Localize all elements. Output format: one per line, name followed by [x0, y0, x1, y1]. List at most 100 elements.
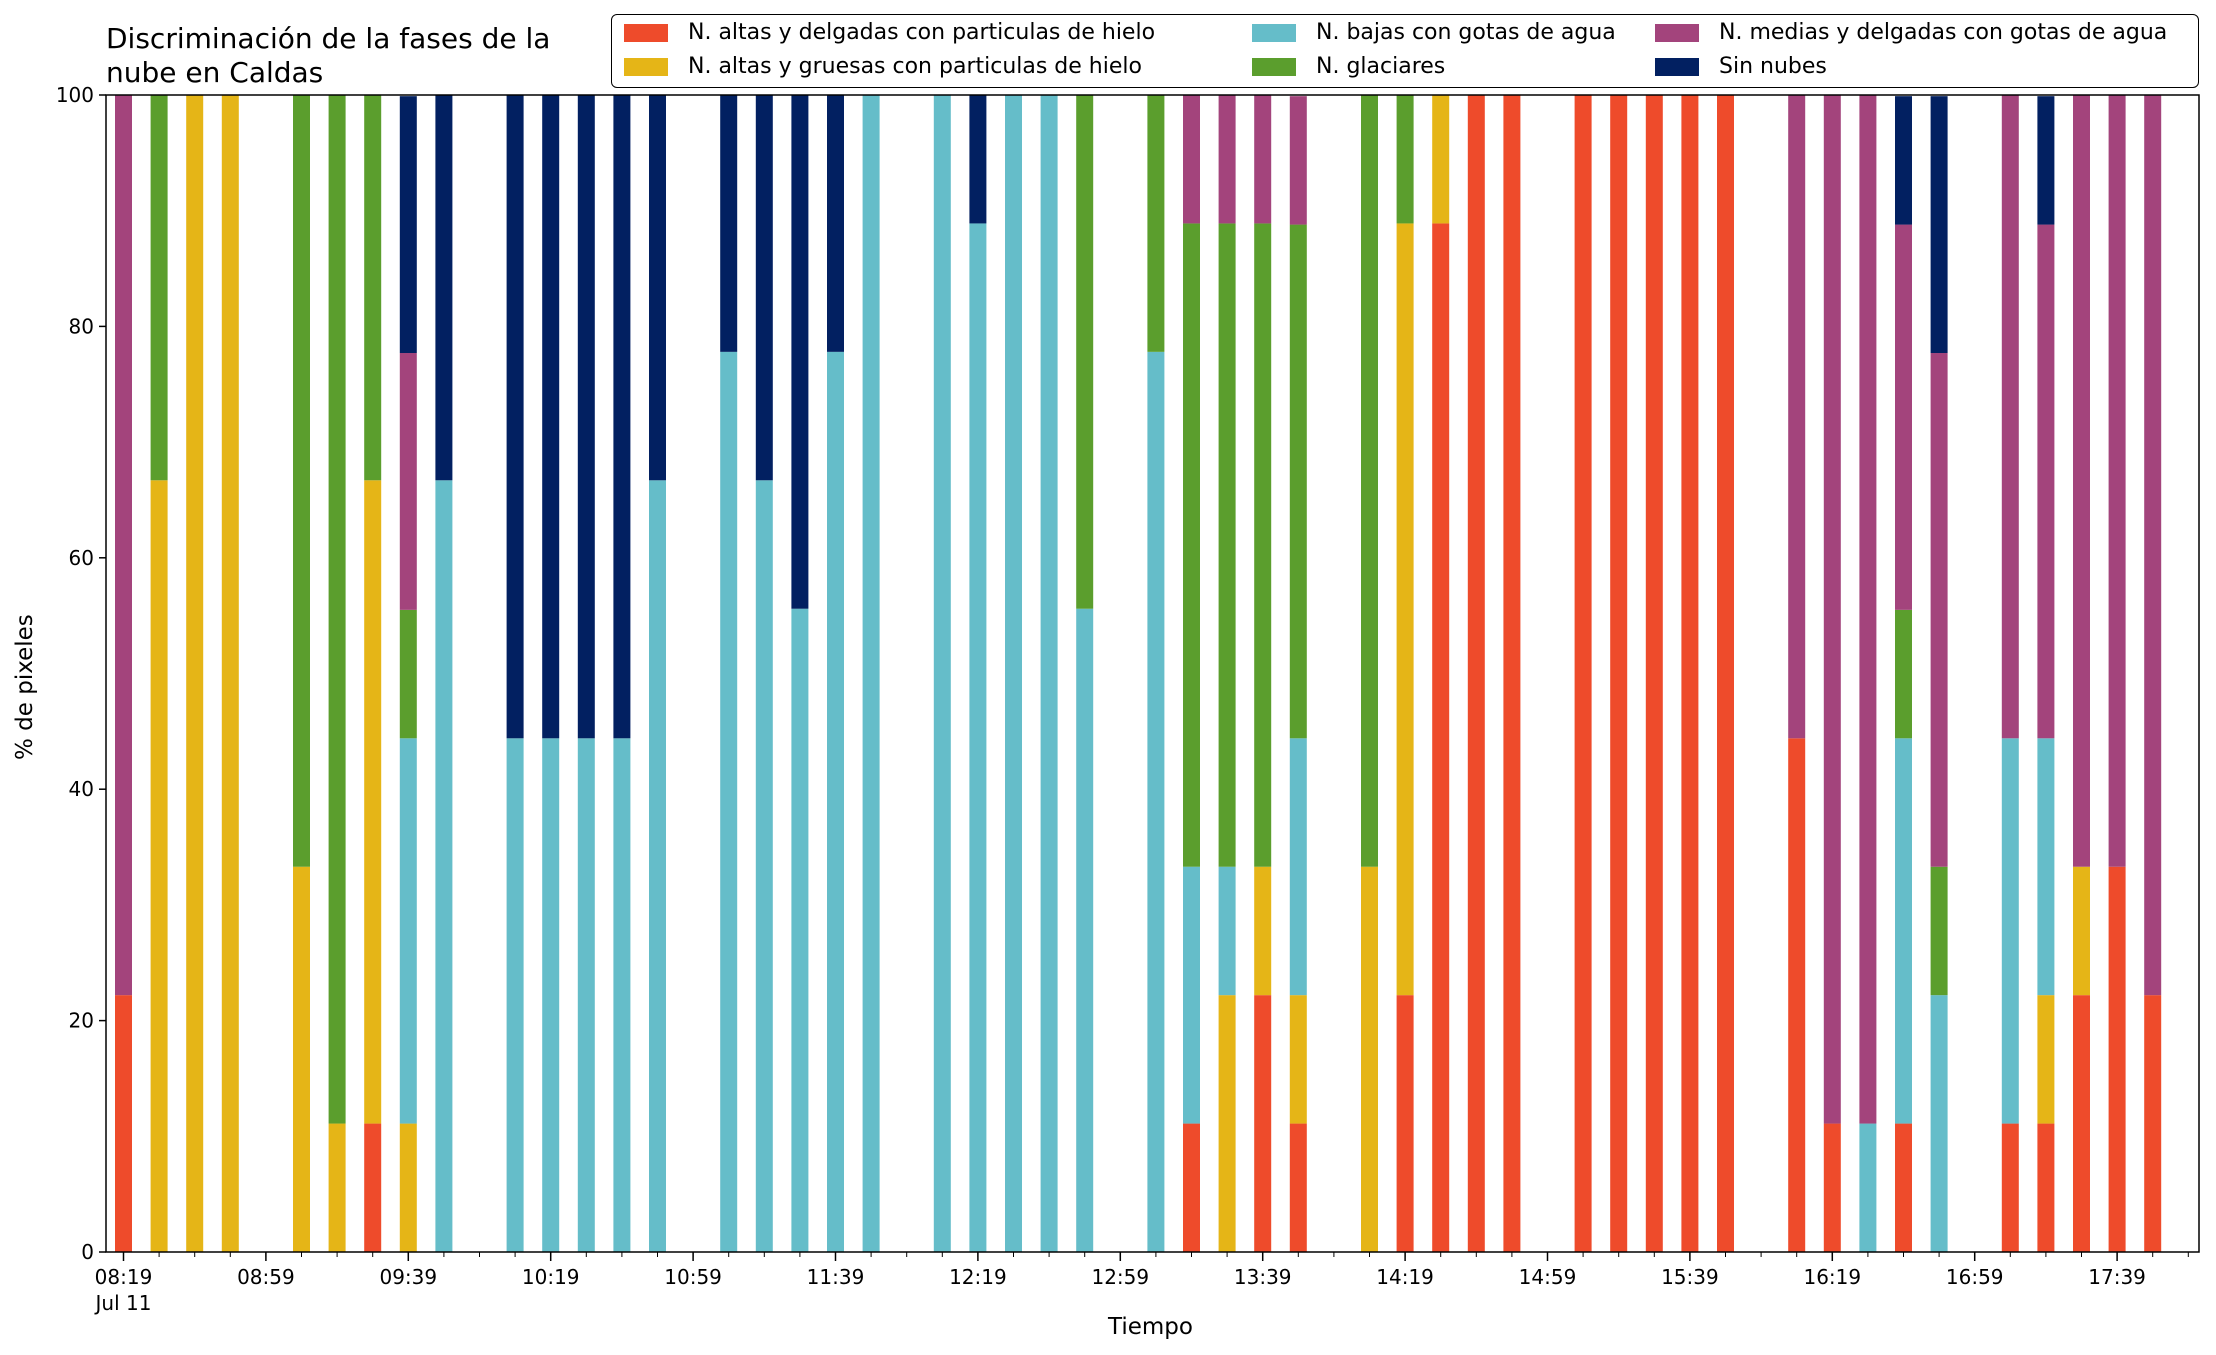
y-tick-label: 0: [81, 1240, 94, 1264]
bar-segment-5: [791, 95, 809, 609]
x-tick-label: 08:59: [237, 1265, 295, 1289]
bar-segment-0: [1183, 1123, 1200, 1252]
bar-segment-5: [435, 95, 453, 481]
bar-segment-3: [1396, 95, 1414, 224]
legend-swatch: [1252, 23, 1296, 42]
bar-segment-3: [1076, 95, 1094, 609]
bar-segment-0: [2037, 1123, 2055, 1252]
legend-label: Sin nubes: [1719, 54, 1827, 79]
bar-segment-2: [1218, 866, 1236, 996]
bar-segment-2: [2001, 738, 2019, 1124]
legend: N. altas y delgadas con particulas de hi…: [611, 14, 2199, 88]
bar-segment-2: [1930, 995, 1948, 1252]
bar-segment-5: [1930, 96, 1948, 354]
bar-segment-1: [221, 95, 239, 1252]
bar-segment-4: [1930, 353, 1948, 867]
x-tick-date-label: Jul 11: [94, 1291, 152, 1315]
bar-segment-5: [2037, 96, 2055, 225]
legend-label: N. bajas con gotas de agua: [1316, 20, 1616, 45]
bar-segment-5: [542, 95, 560, 739]
bar-segment-2: [613, 738, 631, 1252]
bar-segment-5: [577, 95, 595, 739]
legend-item-sin-nubes: Sin nubes: [1655, 54, 1827, 79]
bar-segment-4: [1254, 95, 1272, 224]
x-tick-label: 15:39: [1661, 1265, 1719, 1289]
bar-segment-4: [1289, 96, 1307, 225]
bar-segment-2: [1005, 95, 1022, 1252]
bar-segment-2: [969, 223, 987, 1253]
legend-label: N. glaciares: [1316, 54, 1446, 79]
bar-segment-4: [1895, 224, 1912, 610]
bar-segment-0: [1432, 223, 1450, 1253]
x-tick-label: 13:39: [1234, 1265, 1292, 1289]
bar-segment-3: [399, 609, 417, 739]
x-axis-label: Tiempo: [1108, 1314, 1193, 1340]
chart-title: Discriminación de la fases de la nube en…: [106, 22, 551, 89]
bar-segment-1: [293, 866, 310, 1252]
bar-segment-1: [186, 95, 204, 1252]
bar-segment-4: [2073, 95, 2090, 867]
bar-segment-2: [506, 738, 524, 1252]
bar-segment-5: [969, 95, 987, 224]
legend-swatch: [1655, 57, 1699, 76]
bar-segment-3: [1895, 609, 1912, 739]
bar-segment-0: [1610, 95, 1628, 1252]
bar-segment-3: [293, 95, 310, 867]
bar-segment-3: [1183, 223, 1200, 867]
bar-segment-2: [933, 95, 951, 1252]
bar-segment-1: [1289, 995, 1307, 1124]
bar-segment-5: [827, 95, 844, 352]
legend-label: N. altas y delgadas con particulas de hi…: [688, 20, 1156, 45]
bar-segment-0: [2108, 866, 2126, 1252]
legend-label: N. medias y delgadas con gotas de agua: [1719, 20, 2168, 45]
bar-segment-0: [2144, 995, 2162, 1252]
bar-segment-1: [1396, 223, 1414, 996]
bar-segment-4: [1859, 95, 1877, 1124]
bar-segment-2: [827, 351, 844, 1253]
bar-segment-0: [1681, 95, 1699, 1252]
x-tick-label: 16:19: [1803, 1265, 1861, 1289]
bar-segment-2: [435, 480, 453, 1252]
bar-segment-1: [364, 480, 382, 1124]
bar-segment-5: [649, 95, 666, 481]
bar-segment-1: [1432, 95, 1450, 224]
bar-segment-1: [1361, 866, 1378, 1252]
bar-segment-4: [2144, 95, 2162, 996]
legend-swatch: [624, 23, 668, 42]
legend-item-bajas: N. bajas con gotas de agua: [1252, 20, 1616, 45]
tick-layer: 0 20 40 60 80 100 08:19 08:59 09:39 10:19 10:59 11:…: [56, 83, 2189, 1315]
legend-label: N. altas y gruesas con particulas de hie…: [688, 54, 1142, 79]
bar-segment-0: [1254, 995, 1272, 1252]
legend-item-medias: N. medias y delgadas con gotas de agua: [1655, 20, 2167, 45]
bar-segment-3: [328, 95, 346, 1124]
bar-segment-2: [2037, 738, 2055, 996]
bar-segment-1: [399, 1123, 417, 1252]
y-axis-label: % de pixeles: [12, 614, 38, 760]
bar-segment-3: [1147, 95, 1165, 352]
bar-segment-4: [115, 95, 132, 996]
legend-swatch: [1252, 57, 1296, 76]
x-tick-label: 14:19: [1376, 1265, 1434, 1289]
x-tick-label: 14:59: [1519, 1265, 1577, 1289]
bar-segment-2: [1859, 1123, 1877, 1252]
bar-segment-0: [1574, 95, 1592, 1252]
bar-segment-2: [1895, 738, 1912, 1124]
bar-segment-4: [2108, 95, 2126, 867]
bar-segment-0: [364, 1123, 382, 1252]
legend-swatch: [1655, 23, 1699, 42]
x-tick-label: 10:19: [522, 1265, 580, 1289]
bar-segment-0: [1503, 95, 1521, 1252]
bar-segment-5: [613, 95, 631, 739]
bar-segment-3: [1930, 866, 1948, 996]
bar-segment-4: [1218, 95, 1236, 224]
bar-segment-0: [1788, 738, 1806, 1252]
bar-segment-2: [399, 738, 417, 1124]
bar-segment-3: [1289, 224, 1307, 739]
bar-segment-2: [1076, 608, 1094, 1252]
x-tick-label: 16:59: [1946, 1265, 2004, 1289]
bar-segment-2: [577, 738, 595, 1252]
x-tick-label: 09:39: [379, 1265, 437, 1289]
bar-segment-5: [755, 95, 773, 481]
bar-segment-3: [150, 95, 168, 481]
